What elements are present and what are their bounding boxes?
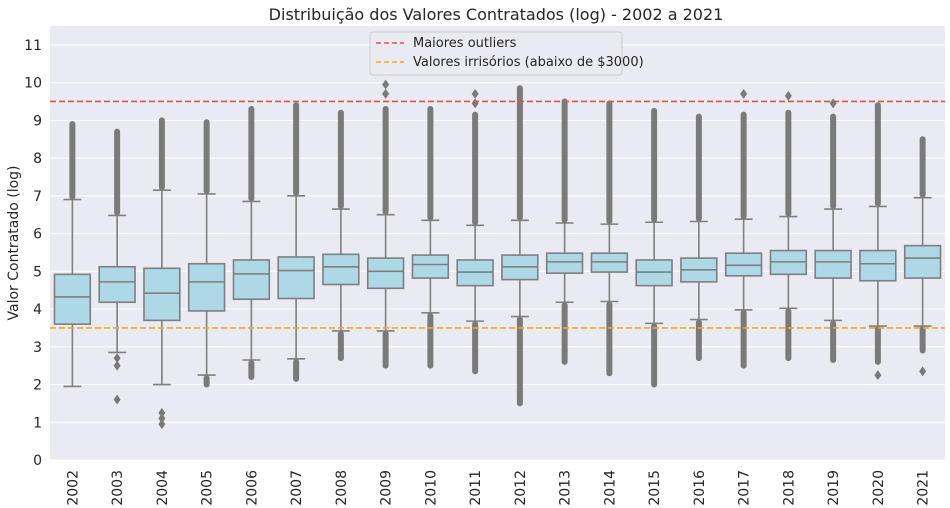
x-tick-label: 2011	[468, 470, 484, 506]
box-iqr	[545, 252, 584, 274]
x-tick-label: 2012	[513, 470, 529, 506]
outlier-point	[158, 419, 166, 430]
outlier-point	[471, 88, 479, 99]
outlier-point	[784, 90, 792, 101]
box-2010	[411, 106, 450, 369]
y-tick-label: 0	[33, 453, 42, 469]
x-tick-label: 2019	[826, 470, 842, 506]
outlier-point	[158, 413, 166, 424]
box-2009	[366, 79, 405, 369]
y-axis-label: Valor Contratado (log)	[6, 165, 22, 320]
box-2014	[590, 100, 629, 377]
box-2019	[814, 98, 852, 363]
outlier-point	[113, 360, 121, 371]
box-iqr	[53, 273, 92, 325]
box-iqr	[98, 265, 136, 304]
box-2015	[635, 107, 673, 388]
box-2013	[545, 98, 584, 365]
legend-label-irrisorios: Valores irrisórios (abaixo de $3000)	[413, 55, 644, 70]
box-iqr	[859, 249, 897, 282]
box-iqr	[366, 257, 405, 290]
box-iqr	[411, 254, 450, 279]
box-iqr	[322, 253, 360, 286]
y-tick-label: 5	[33, 264, 42, 280]
y-tick-label: 9	[33, 113, 42, 129]
y-tick-labels: 0 1 2 3 4 5 6 7 8 9 10 11	[24, 38, 42, 469]
box-iqr	[814, 249, 852, 279]
y-tick-label: 2	[33, 378, 42, 394]
x-tick-label: 2013	[558, 470, 574, 506]
outlier-point	[113, 394, 121, 405]
plot-area	[50, 26, 945, 460]
reference-lines	[50, 100, 945, 329]
box-2011	[456, 88, 494, 375]
x-tick-label: 2009	[379, 470, 395, 506]
outlier-point	[874, 370, 882, 381]
box-2002	[53, 121, 92, 388]
y-tick-label: 6	[33, 227, 42, 243]
box-2008	[322, 109, 360, 362]
box-2020	[859, 102, 897, 381]
x-tick-label: 2002	[65, 470, 81, 506]
outlier-point	[113, 353, 121, 364]
x-tick-label: 2014	[602, 470, 618, 506]
legend-label-outliers: Maiores outliers	[413, 36, 517, 51]
x-tick-label: 2016	[692, 470, 708, 506]
x-tick-label: 2007	[289, 470, 305, 506]
box-series	[53, 79, 942, 430]
outlier-point	[382, 79, 390, 90]
box-iqr	[277, 256, 315, 300]
box-iqr	[903, 244, 942, 279]
y-tick-label: 7	[33, 189, 42, 205]
box-2018	[769, 90, 808, 362]
outlier-point	[382, 88, 390, 99]
chart-title: Distribuição dos Valores Contratados (lo…	[269, 5, 724, 24]
box-2016	[680, 113, 718, 362]
x-tick-label: 2005	[200, 470, 216, 506]
legend-frame	[369, 31, 623, 76]
box-iqr	[232, 259, 271, 301]
x-tick-label: 2020	[871, 470, 887, 506]
box-2012	[501, 85, 539, 407]
x-tick-labels: 2002 2003 2004 2005 2006 2007 2008 2009 2010 2011…	[65, 470, 931, 506]
box-2007	[277, 102, 315, 382]
box-iqr	[143, 267, 181, 322]
x-tick-label: 2008	[334, 470, 350, 506]
x-tick-label: 2021	[916, 470, 932, 506]
y-tick-label: 8	[33, 151, 42, 167]
x-tick-label: 2018	[781, 470, 797, 506]
legend: Maiores outliers Valores irrisórios (aba…	[369, 31, 644, 76]
x-tick-label: 2004	[155, 470, 171, 506]
box-2021	[903, 136, 942, 377]
y-tick-label: 10	[24, 76, 42, 92]
outlier-point	[158, 407, 166, 418]
y-tick-label: 4	[33, 302, 42, 318]
y-tick-label: 3	[33, 340, 42, 356]
outlier-point	[740, 88, 748, 99]
x-tick-label: 2015	[647, 470, 663, 506]
outlier-point	[919, 366, 927, 377]
x-tick-label: 2017	[737, 470, 753, 506]
box-2005	[187, 119, 226, 388]
box-2006	[232, 106, 271, 380]
box-2004	[143, 117, 181, 430]
box-2017	[724, 88, 763, 369]
box-iqr	[187, 262, 226, 312]
x-tick-label: 2006	[244, 470, 260, 506]
y-tick-label: 11	[24, 38, 42, 54]
x-tick-label: 2010	[423, 470, 439, 506]
y-tick-label: 1	[33, 415, 42, 431]
box-2003	[98, 128, 136, 405]
x-tick-label: 2003	[110, 470, 126, 506]
